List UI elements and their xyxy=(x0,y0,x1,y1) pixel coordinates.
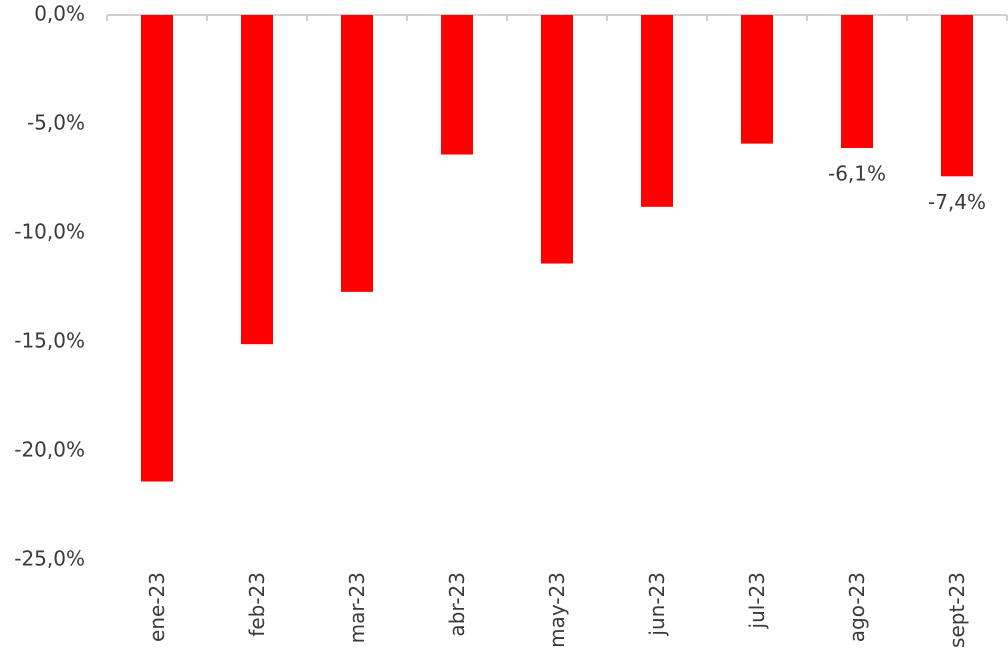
bar xyxy=(941,15,973,177)
y-tick-label: -25,0% xyxy=(14,547,85,571)
y-tick-label: -5,0% xyxy=(27,111,85,135)
x-tick-label: sept-23 xyxy=(945,572,969,648)
y-tick-label: -10,0% xyxy=(14,220,85,244)
y-tick-label: -20,0% xyxy=(14,438,85,462)
bar xyxy=(641,15,673,207)
bar xyxy=(441,15,473,155)
bar xyxy=(541,15,573,264)
x-tick-label: jun-23 xyxy=(645,572,669,637)
data-label: -6,1% xyxy=(828,161,886,185)
x-tick-label: ago-23 xyxy=(845,572,869,642)
y-tick-label: -15,0% xyxy=(14,329,85,353)
data-label: -7,4% xyxy=(928,190,986,214)
y-tick-label: 0,0% xyxy=(34,2,85,26)
bar xyxy=(841,15,873,148)
x-tick-label: mar-23 xyxy=(345,572,369,643)
x-tick-label: abr-23 xyxy=(445,572,469,637)
bar xyxy=(241,15,273,345)
x-tick-label: feb-23 xyxy=(245,572,269,637)
bar xyxy=(741,15,773,144)
bar xyxy=(141,15,173,482)
bar xyxy=(341,15,373,292)
x-tick-label: jul-23 xyxy=(745,572,769,629)
x-tick-label: may-23 xyxy=(545,572,569,648)
x-tick-label: ene-23 xyxy=(145,572,169,642)
